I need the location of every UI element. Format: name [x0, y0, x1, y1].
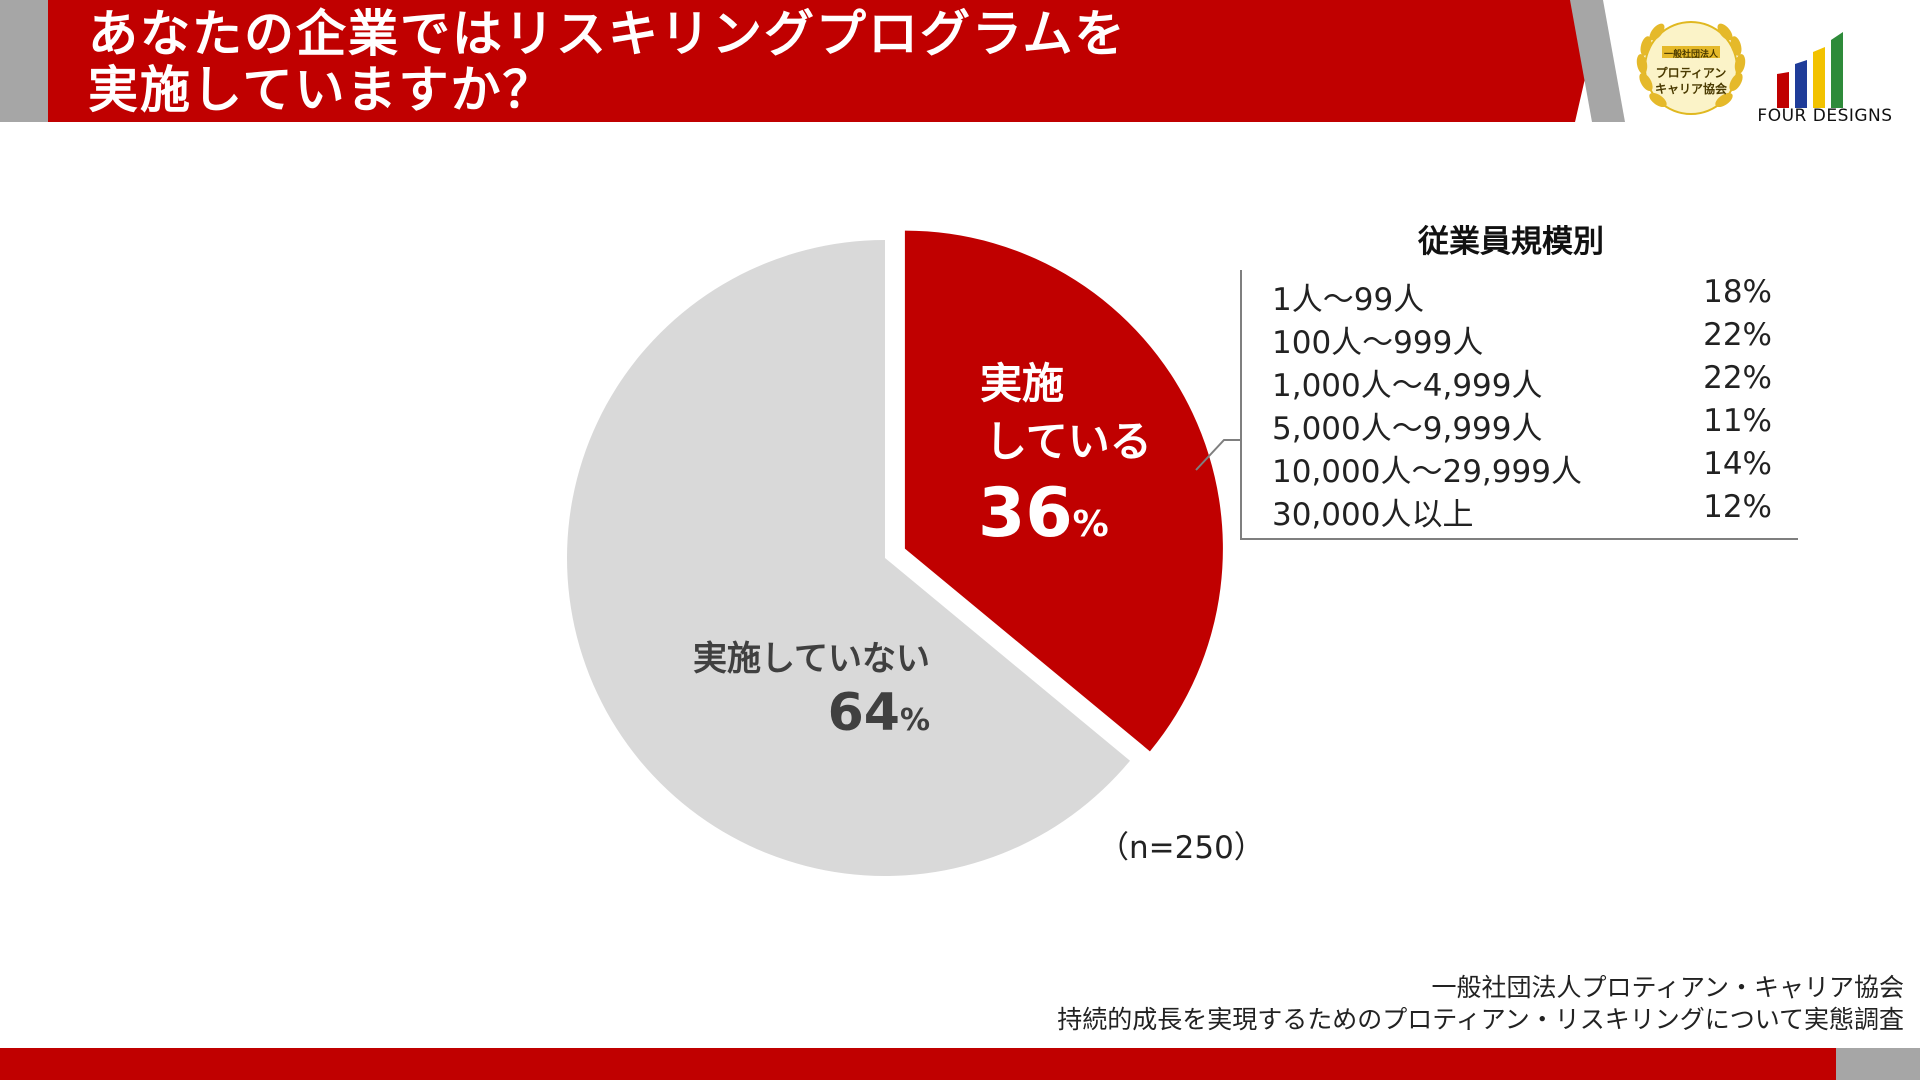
four-designs-wordmark: FOUR DESIGNS [1757, 106, 1893, 126]
implemented-label-line1: 実施 [980, 359, 1064, 408]
header-left-accent [0, 0, 48, 122]
svg-text:36%: 36% [978, 474, 1109, 553]
title-banner [48, 0, 1603, 122]
breakdown-row-value: 11% [1703, 403, 1772, 439]
not-implemented-percent-value: 64 [828, 683, 900, 743]
breakdown-row: 1人〜99人 18% [1272, 274, 1772, 318]
breakdown-row-label: 1人〜99人 [1272, 282, 1425, 318]
badge-text-line2: プロティアン [1655, 66, 1727, 80]
breakdown-row-label: 1,000人〜4,999人 [1272, 368, 1543, 404]
breakdown-row: 5,000人〜9,999人 11% [1272, 403, 1772, 447]
breakdown-row-label: 100人〜999人 [1272, 325, 1484, 361]
sample-size-label: （n=250） [1098, 830, 1265, 866]
breakdown-row-value: 22% [1703, 360, 1772, 396]
breakdown-table: 1人〜99人 18% 100人〜999人 22% 1,000人〜4,999人 2… [1240, 270, 1798, 540]
breakdown-row-label: 5,000人〜9,999人 [1272, 411, 1543, 447]
callout-leader-line [1195, 439, 1240, 471]
association-badge-logo: 一般社団法人 プロティアン キャリア協会 [1632, 12, 1750, 124]
page-title-line2: 実施していますか？ [88, 61, 555, 119]
not-implemented-label: 実施していない [693, 639, 930, 679]
breakdown-row: 1,000人〜4,999人 22% [1272, 360, 1772, 404]
implemented-percent-unit: % [1073, 504, 1109, 545]
badge-text-line1: 一般社団法人 [1663, 50, 1718, 60]
pie-slice-implemented [904, 230, 1223, 752]
footer-band [0, 1048, 1836, 1080]
breakdown-row-label: 30,000人以上 [1272, 497, 1474, 533]
source-line1: 一般社団法人プロティアン・キャリア協会 [1431, 973, 1904, 1002]
four-designs-logo: FOUR DESIGNS [1745, 18, 1905, 128]
implemented-label-line2: している [985, 417, 1152, 466]
pie-slice-not-implemented [566, 239, 1131, 876]
page-title-line1: あなたの企業ではリスキリングプログラムを [88, 5, 1127, 63]
breakdown-title: 従業員規模別 [1418, 224, 1604, 260]
breakdown-row-label: 10,000人〜29,999人 [1272, 454, 1582, 490]
breakdown-row-value: 12% [1703, 489, 1772, 525]
svg-text:64%: 64% [828, 683, 930, 743]
implemented-percent-value: 36 [978, 474, 1073, 553]
breakdown-row-value: 18% [1703, 274, 1772, 310]
source-line2: 持続的成長を実現するためのプロティアン・リスキリングについて実態調査 [1057, 1005, 1904, 1034]
not-implemented-percent-unit: % [900, 703, 930, 738]
breakdown-row: 10,000人〜29,999人 14% [1272, 446, 1772, 490]
breakdown-row: 100人〜999人 22% [1272, 317, 1772, 361]
badge-text-line3: キャリア協会 [1654, 82, 1727, 96]
page-title: あなたの企業ではリスキリングプログラムを 実施していますか？ [88, 6, 1127, 118]
laurel-wreath-icon [1636, 21, 1746, 115]
breakdown-row-value: 22% [1703, 317, 1772, 353]
four-designs-bars-icon [1777, 32, 1843, 108]
footer-gray-accent [1836, 1048, 1920, 1080]
breakdown-row-value: 14% [1703, 446, 1772, 482]
breakdown-row: 30,000人以上 12% [1272, 489, 1772, 533]
